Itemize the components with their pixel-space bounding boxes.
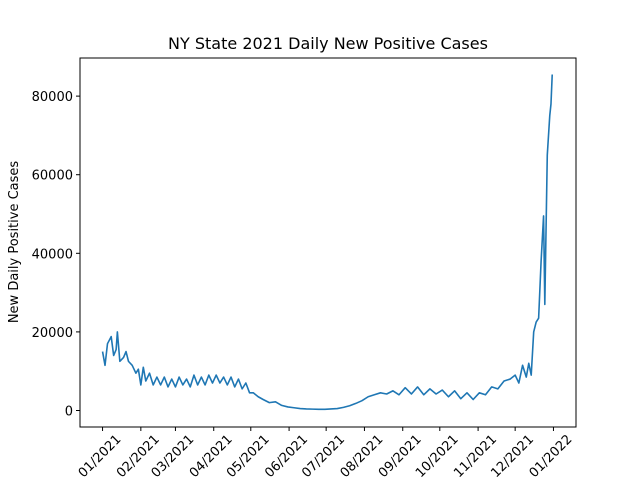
chart-title: NY State 2021 Daily New Positive Cases — [168, 34, 488, 53]
y-axis-label: New Daily Positive Cases — [7, 161, 22, 324]
y-tick-label: 0 — [65, 404, 73, 419]
y-tick-label: 60000 — [32, 169, 73, 184]
data-line — [101, 74, 554, 411]
plot-frame — [79, 57, 577, 428]
x-tick-label: 01/2022 — [527, 432, 576, 480]
y-tick-label: 80000 — [32, 90, 73, 105]
y-tick-label: 40000 — [32, 247, 73, 262]
y-tick-label: 20000 — [32, 326, 73, 341]
